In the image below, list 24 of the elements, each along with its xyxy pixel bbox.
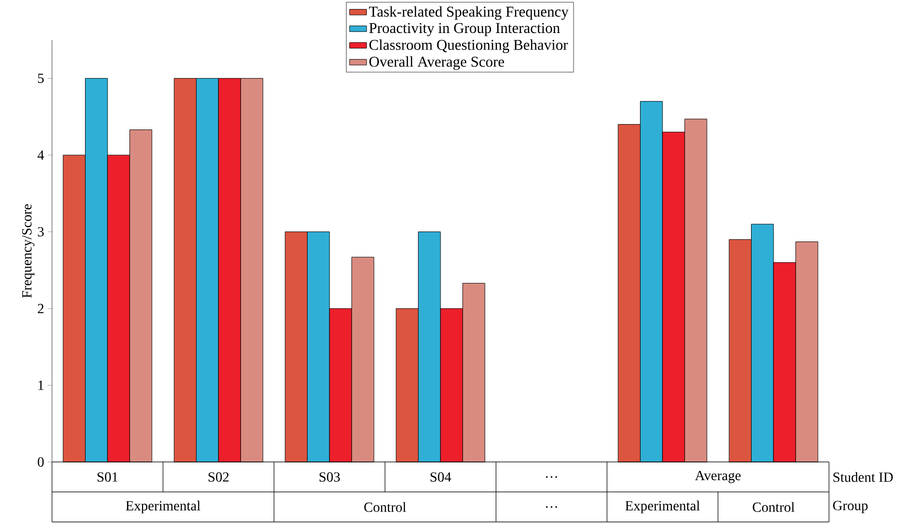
y-tick-label: 5 (38, 74, 44, 83)
text: Control (752, 502, 795, 512)
x-tick-label: S02 (208, 472, 229, 482)
text: Student ID (833, 472, 893, 482)
y-tick-label: 1 (38, 380, 44, 390)
legend-label: Overall Average Score (369, 56, 504, 70)
text: … (546, 506, 557, 508)
y-axis-title: Frequency/Score (22, 204, 34, 298)
y-tick-label: 4 (38, 150, 44, 160)
text: Experimental (625, 500, 700, 514)
text: Control (364, 502, 406, 512)
text: Experimental (126, 500, 200, 514)
y-tick-label: 2 (38, 304, 44, 314)
legend-label: Task-related Speaking Frequency (369, 6, 569, 20)
y-tick-label: 0 (38, 457, 44, 467)
y-tick-label: 3 (38, 227, 44, 236)
legend-label: Classroom Questioning Behavior (369, 39, 568, 54)
legend-label: Proactivity in Group Interaction (369, 23, 560, 36)
x-tick-label: S01 (98, 472, 118, 482)
text: Average (695, 470, 741, 484)
x-tick-label: S04 (430, 472, 452, 482)
x-tick-label: S03 (320, 472, 340, 482)
x-tick-label: … (546, 476, 557, 478)
text: Group (833, 500, 868, 514)
